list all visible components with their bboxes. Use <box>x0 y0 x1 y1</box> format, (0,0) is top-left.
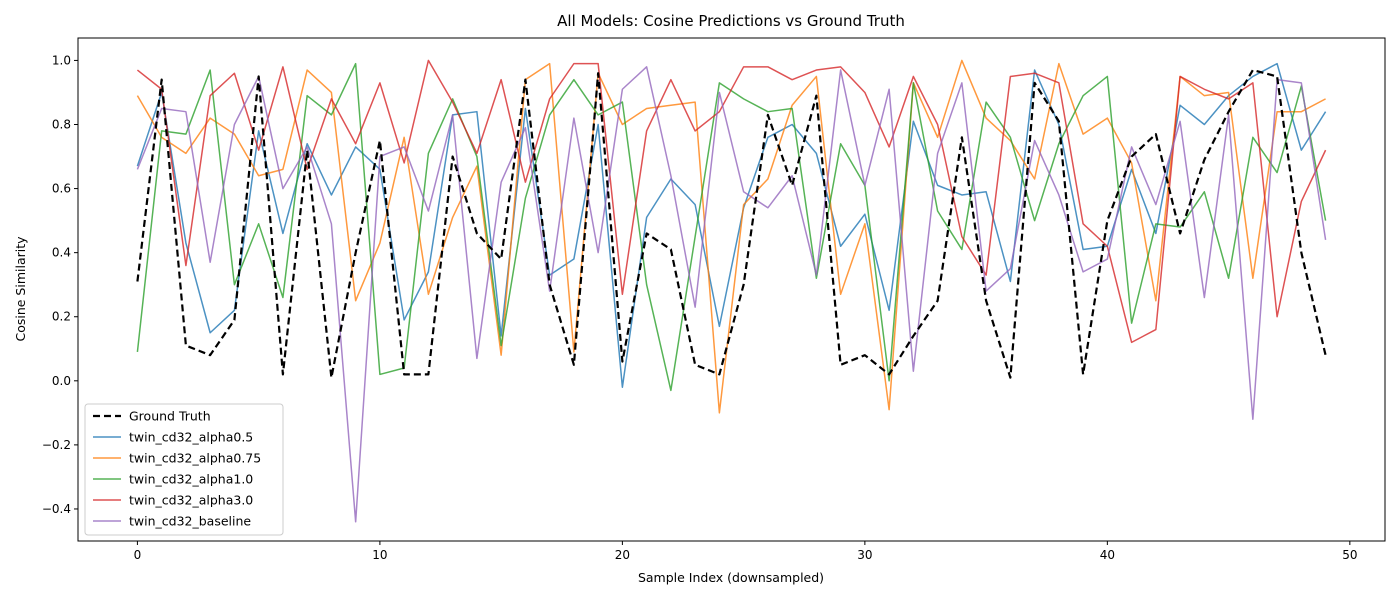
y-tick-label: 0.0 <box>52 374 71 388</box>
y-tick-label: −0.4 <box>42 502 71 516</box>
legend-box <box>84 403 284 536</box>
y-axis-label: Cosine Similarity <box>13 236 28 342</box>
x-tick-label: 10 <box>372 548 387 562</box>
y-tick-label: −0.2 <box>42 438 71 452</box>
x-tick-label: 20 <box>615 548 630 562</box>
legend-entry: twin_cd32_alpha3.0 <box>129 493 253 508</box>
series-line-ground-truth <box>136 68 1327 379</box>
legend-entry: twin_cd32_alpha1.0 <box>129 472 253 487</box>
axes-frame <box>77 37 1386 542</box>
x-tick-label: 0 <box>134 548 142 562</box>
chart-title: All Models: Cosine Predictions vs Ground… <box>557 12 905 30</box>
y-tick-label: 1.0 <box>52 53 71 67</box>
legend-entry: Ground Truth <box>129 409 211 424</box>
series-layer <box>136 59 1327 523</box>
x-tick-label: 50 <box>1342 548 1357 562</box>
series-line-twin-cd32-alpha0-5 <box>136 62 1327 388</box>
y-tick-label: 0.6 <box>52 182 71 196</box>
legend: Ground Truth twin_cd32_alpha0.5 twin_cd32_… <box>84 403 284 536</box>
x-tick-label: 30 <box>857 548 872 562</box>
x-tick-label: 40 <box>1100 548 1115 562</box>
series-line-twin-cd32-alpha0-75 <box>136 59 1326 414</box>
series-line-twin-cd32-alpha3-0 <box>136 59 1327 344</box>
legend-entry: twin_cd32_alpha0.75 <box>129 451 261 466</box>
x-axis-label: Sample Index (downsampled) <box>638 570 824 585</box>
legend-entry: twin_cd32_baseline <box>129 514 251 529</box>
legend-entry: twin_cd32_alpha0.5 <box>129 430 253 445</box>
y-tick-label: 0.8 <box>52 118 71 132</box>
y-axis: −0.4 −0.2 0.0 0.2 0.4 0.6 0.8 1.0 <box>42 53 78 516</box>
y-tick-label: 0.2 <box>52 310 71 324</box>
y-tick-label: 0.4 <box>52 246 71 260</box>
x-axis: 0 10 20 30 40 50 <box>134 541 1357 562</box>
